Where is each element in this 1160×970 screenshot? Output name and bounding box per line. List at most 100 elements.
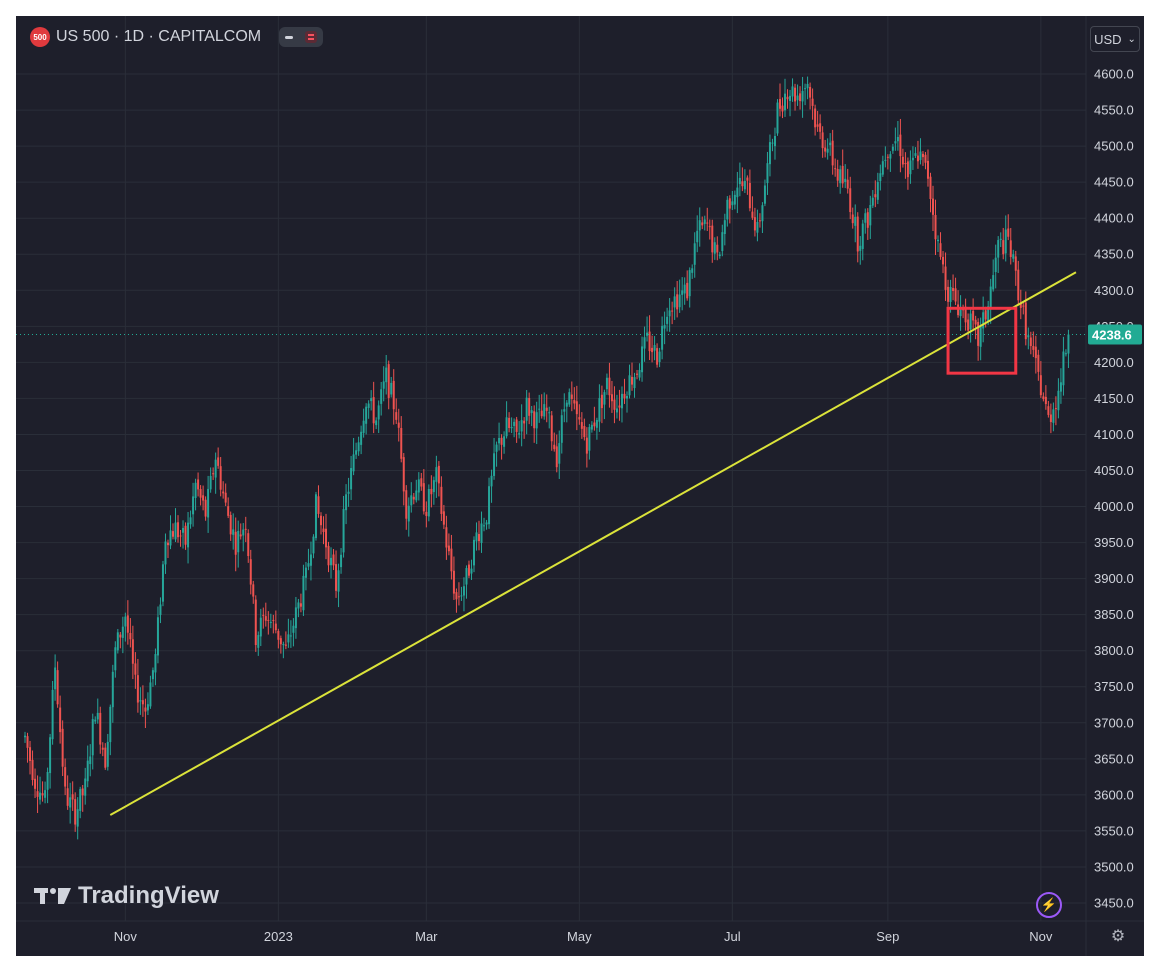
candle-body xyxy=(590,424,593,430)
candle-body xyxy=(437,465,440,484)
candle-body xyxy=(698,220,701,231)
candle-body xyxy=(811,98,814,106)
minus-icon xyxy=(285,35,294,39)
candle-body xyxy=(565,402,568,407)
candle-body xyxy=(753,217,756,231)
candle-body xyxy=(1059,382,1062,392)
candle-body xyxy=(906,161,909,178)
y-tick-label: 4600.0 xyxy=(1094,67,1134,82)
candle-body xyxy=(746,177,749,181)
trendline[interactable] xyxy=(109,271,1077,816)
candle-body xyxy=(716,244,719,253)
candle-body xyxy=(806,83,809,89)
candle-body xyxy=(530,410,533,414)
candle-body xyxy=(69,797,72,808)
candle-body xyxy=(146,704,149,711)
candle-body xyxy=(465,568,468,585)
currency-selector[interactable]: USD ⌄ xyxy=(1090,26,1140,52)
candle-body xyxy=(357,442,360,452)
candle-body xyxy=(442,511,445,525)
candle-body xyxy=(728,198,731,209)
y-tick-label: 3700.0 xyxy=(1094,715,1134,730)
candle-body xyxy=(718,254,721,257)
candle-body xyxy=(84,778,87,796)
candle-body xyxy=(706,222,709,224)
candle-body xyxy=(214,459,217,478)
candle-body xyxy=(452,570,455,594)
candle-body xyxy=(187,522,190,548)
price-chart[interactable]: 3450.0 3500.0 3550.0 3600.0 3650.0 3700.0 3750… xyxy=(16,16,1144,956)
candle-body xyxy=(131,639,134,664)
gear-icon[interactable]: ⚙ xyxy=(1110,928,1126,945)
candle-body xyxy=(836,168,839,181)
candle-body xyxy=(1009,240,1012,257)
candle-body xyxy=(984,310,987,320)
candle-body xyxy=(302,575,305,611)
candle-body xyxy=(370,398,373,402)
y-tick-label: 4550.0 xyxy=(1094,103,1134,118)
candle-body xyxy=(467,564,470,576)
candle-body xyxy=(766,163,769,184)
candle-body xyxy=(1044,396,1047,405)
candle-body xyxy=(325,528,328,548)
candle-body xyxy=(625,396,628,399)
candle-body xyxy=(503,436,506,447)
candle-body xyxy=(914,153,917,156)
chart-frame: 3450.0 3500.0 3550.0 3600.0 3650.0 3700.0 3750… xyxy=(16,16,1144,956)
candle-body xyxy=(553,444,556,450)
candle-body xyxy=(217,457,220,466)
candle-body xyxy=(410,495,413,506)
symbol-title[interactable]: US 500 · 1D · CAPITALCOM xyxy=(56,28,262,45)
candle-body xyxy=(731,201,734,206)
candle-body xyxy=(483,525,486,527)
candle-body xyxy=(106,741,109,767)
candle-body xyxy=(686,282,689,299)
candle-body xyxy=(277,630,280,640)
candle-body xyxy=(207,488,210,518)
candle-body xyxy=(289,635,292,637)
candle-body xyxy=(748,182,751,209)
candle-body xyxy=(372,397,375,424)
candle-body xyxy=(44,790,47,798)
candle-body xyxy=(909,160,912,175)
highlight-box[interactable] xyxy=(946,306,1018,375)
candle-body xyxy=(475,532,478,542)
candle-body xyxy=(390,382,393,395)
candle-body xyxy=(330,557,333,566)
candle-body xyxy=(866,212,869,228)
candle-body xyxy=(593,422,596,427)
candle-body xyxy=(450,548,453,572)
candle-body xyxy=(889,154,892,159)
candle-body xyxy=(814,108,817,128)
candle-body xyxy=(671,310,674,312)
candle-body xyxy=(445,527,448,548)
candle-body xyxy=(197,479,200,490)
candle-body xyxy=(924,154,927,163)
candle-body xyxy=(229,514,232,535)
candle-body xyxy=(1007,228,1010,237)
candle-body xyxy=(1052,409,1055,423)
candle-body xyxy=(91,719,94,756)
candle-body xyxy=(493,453,496,476)
bar-type-toggle[interactable] xyxy=(279,27,324,47)
candle-body xyxy=(299,603,302,607)
candle-body xyxy=(758,220,761,222)
candle-body xyxy=(1014,256,1017,271)
candle-body xyxy=(846,179,849,189)
candle-body xyxy=(1054,408,1057,410)
candle-body xyxy=(726,199,729,220)
candle-body xyxy=(819,123,822,132)
candle-body xyxy=(192,496,195,515)
candle-body xyxy=(523,420,526,424)
candle-body xyxy=(1004,229,1007,254)
candle-body xyxy=(676,294,679,310)
candle-body xyxy=(646,332,649,336)
candle-body xyxy=(114,647,117,671)
candle-body xyxy=(480,523,483,543)
lightning-icon[interactable]: ⚡ xyxy=(1036,892,1062,918)
candle-body xyxy=(721,232,724,252)
candle-body xyxy=(56,670,59,705)
candle-body xyxy=(202,495,205,501)
candle-body xyxy=(736,187,739,198)
candle-body xyxy=(314,494,317,539)
